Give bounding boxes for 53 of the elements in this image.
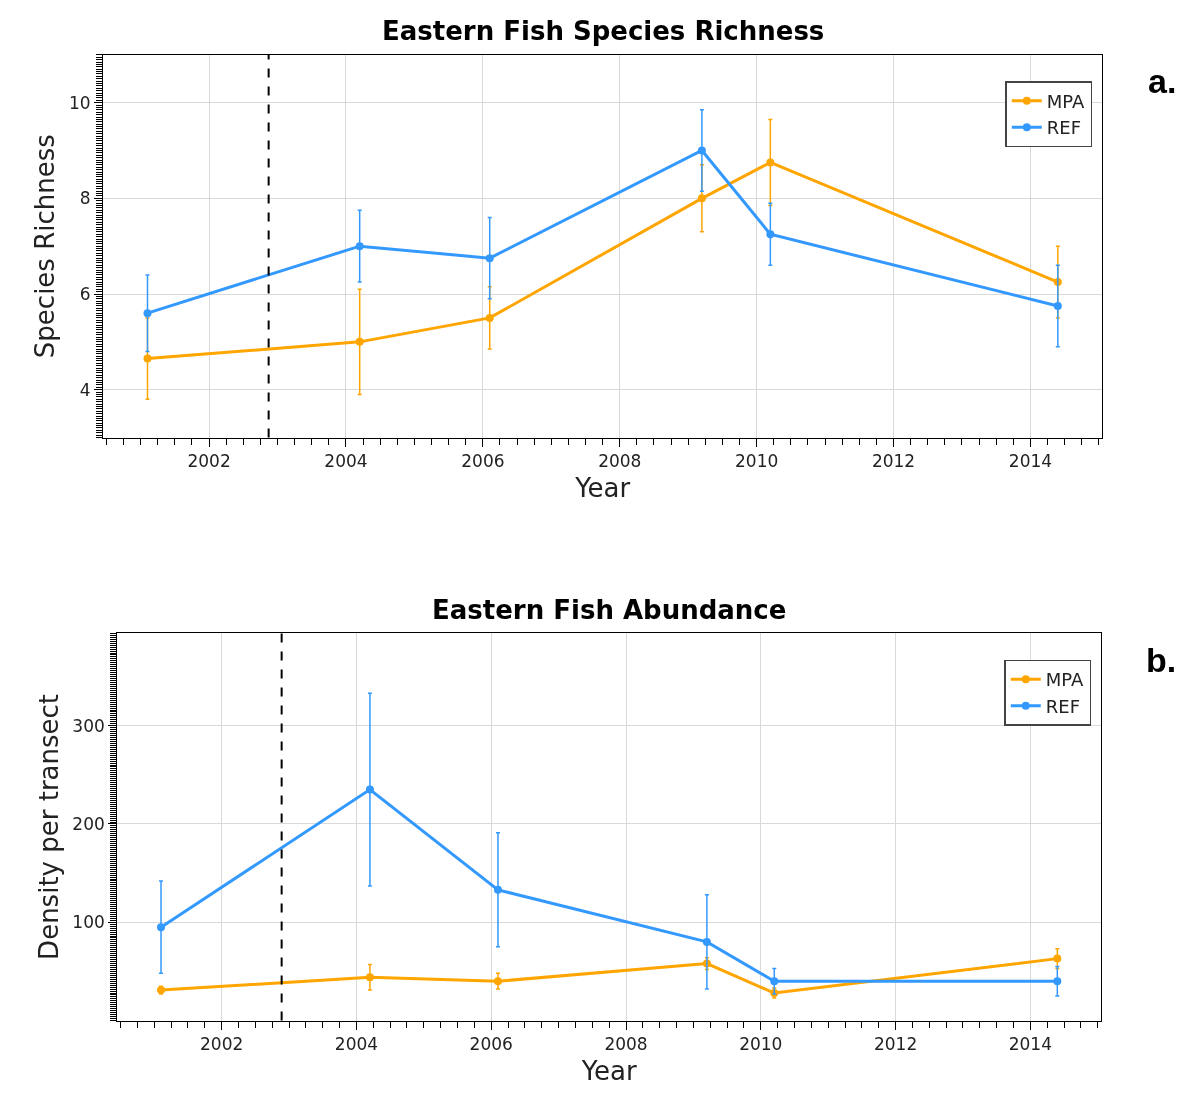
point [766, 230, 775, 239]
point [157, 923, 166, 932]
x-tick-label: 2002 [187, 450, 231, 471]
x-tick-label: 2006 [469, 1033, 513, 1054]
point [355, 337, 364, 346]
point [697, 146, 706, 155]
point [355, 242, 364, 251]
point [365, 973, 374, 982]
x-tick-label: 2008 [604, 1033, 648, 1054]
x-tick-label: 2012 [873, 1033, 918, 1054]
point [1053, 301, 1062, 310]
point [143, 354, 152, 363]
x-axis-title: Year [580, 1055, 637, 1086]
text: b. [1146, 641, 1177, 679]
point [766, 158, 775, 167]
x-axis-title: Year [574, 472, 631, 503]
point [702, 937, 711, 946]
point [485, 254, 494, 263]
chart-title: Eastern Fish Abundance [432, 595, 787, 625]
point [697, 194, 706, 203]
x-tick-label: 2004 [334, 1033, 379, 1054]
x-tick-label: 2004 [324, 450, 368, 471]
point [770, 977, 779, 986]
text: a. [1148, 62, 1177, 100]
point [1053, 954, 1062, 963]
y-tick-label: 6 [79, 283, 91, 304]
y-axis-title: Species Richness [30, 134, 61, 359]
legend-label: REF [1045, 695, 1081, 717]
y-tick-label: 300 [72, 715, 105, 736]
legend-label: MPA [1045, 669, 1085, 691]
point [485, 313, 494, 322]
x-tick-label: 2002 [200, 1033, 244, 1054]
y-tick-label: 8 [79, 188, 91, 209]
chart-title: Eastern Fish Species Richness [382, 16, 825, 46]
x-tick-label: 2014 [1008, 1033, 1052, 1054]
x-tick-label: 2010 [735, 450, 779, 471]
legend-label: MPA [1046, 90, 1086, 112]
y-tick-label: 4 [79, 379, 91, 400]
point [1053, 977, 1062, 986]
y-tick-label: 200 [72, 813, 105, 834]
legend-label: REF [1046, 117, 1082, 139]
x-tick-label: 2008 [598, 450, 642, 471]
x-tick-label: 2006 [461, 450, 505, 471]
y-tick-label: 10 [68, 92, 91, 113]
y-tick-label: 100 [72, 912, 105, 933]
point [493, 977, 502, 986]
x-tick-label: 2014 [1008, 450, 1053, 471]
x-tick-label: 2012 [871, 450, 916, 471]
point [143, 309, 152, 318]
x-tick-label: 2010 [739, 1033, 783, 1054]
point [365, 785, 374, 794]
point [493, 885, 502, 894]
y-axis-title: Density per transect [33, 694, 64, 960]
